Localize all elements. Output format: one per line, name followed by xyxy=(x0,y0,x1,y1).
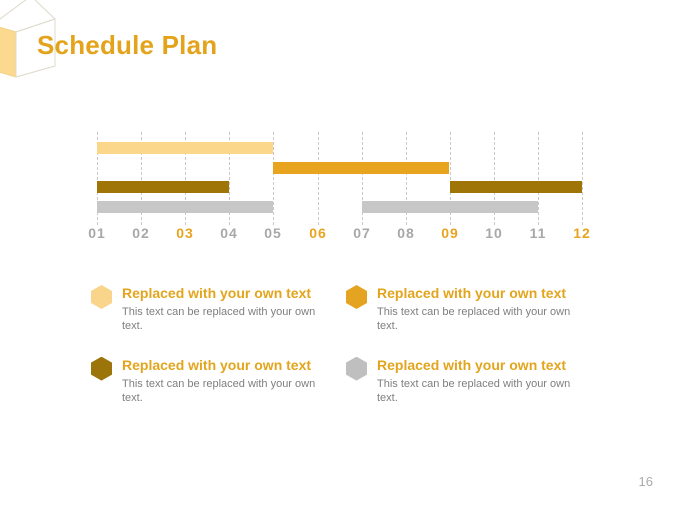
month-tick-04: 04 xyxy=(220,225,238,241)
gantt-bar-phase-4 xyxy=(97,201,273,213)
legend-heading: Replaced with your own text xyxy=(377,285,567,301)
legend-body: This text can be replaced with your own … xyxy=(377,306,571,333)
legend: Replaced with your own text This text can… xyxy=(91,284,601,405)
legend-heading: Replaced with your own text xyxy=(122,285,312,301)
gantt-bar-phase-2 xyxy=(273,162,449,174)
month-tick-01: 01 xyxy=(88,225,106,241)
grid-line xyxy=(362,132,363,225)
legend-text: Replaced with your own text This text can… xyxy=(377,356,575,406)
grid-line xyxy=(229,132,230,225)
gantt-bar-phase-3 xyxy=(450,181,582,193)
legend-item-1: Replaced with your own text This text can… xyxy=(91,284,346,334)
legend-heading: Replaced with your own text xyxy=(377,356,567,373)
month-tick-08: 08 xyxy=(397,225,415,241)
grid-line xyxy=(582,132,583,225)
month-tick-05: 05 xyxy=(264,225,282,241)
gantt-bar-phase-4 xyxy=(362,201,538,213)
gantt-bar-phase-3 xyxy=(97,181,229,193)
month-tick-11: 11 xyxy=(529,225,547,241)
page-title: Schedule Plan xyxy=(37,30,218,60)
gantt-bar-phase-1 xyxy=(97,142,273,154)
grid-line xyxy=(538,132,539,225)
grid-line xyxy=(450,132,451,225)
legend-item-3: Replaced with your own text This text can… xyxy=(91,356,346,406)
hexagon-icon xyxy=(346,356,367,381)
hexagon-icon xyxy=(91,285,112,309)
month-tick-03: 03 xyxy=(176,225,194,241)
grid-line xyxy=(185,132,186,225)
legend-item-2: Replaced with your own text This text can… xyxy=(346,284,601,334)
legend-body: This text can be replaced with your own … xyxy=(122,306,316,333)
grid-line xyxy=(406,132,407,225)
month-tick-10: 10 xyxy=(485,225,503,241)
cube-decoration-icon xyxy=(0,0,56,78)
legend-text: Replaced with your own text This text can… xyxy=(377,284,575,334)
hexagon-icon xyxy=(91,356,112,381)
legend-heading: Replaced with your own text xyxy=(122,356,312,373)
month-tick-06: 06 xyxy=(309,225,327,241)
legend-body: This text can be replaced with your own … xyxy=(377,377,571,404)
month-tick-09: 09 xyxy=(441,225,459,241)
month-tick-12: 12 xyxy=(573,225,591,241)
gantt-chart: 01 02 03 04 05 06 07 08 09 10 11 12 xyxy=(88,132,591,241)
page-number: 16 xyxy=(638,474,653,489)
hexagon-icon xyxy=(346,285,367,309)
cube-right-face xyxy=(15,18,56,78)
grid-line xyxy=(97,132,98,225)
grid-line xyxy=(318,132,319,225)
legend-body: This text can be replaced with your own … xyxy=(122,377,316,404)
grid-line xyxy=(141,132,142,225)
legend-text: Replaced with your own text This text can… xyxy=(122,284,320,334)
month-tick-07: 07 xyxy=(353,225,371,241)
legend-item-4: Replaced with your own text This text can… xyxy=(346,356,601,406)
grid-line xyxy=(494,132,495,225)
grid-line xyxy=(273,132,274,225)
month-tick-02: 02 xyxy=(132,225,150,241)
legend-text: Replaced with your own text This text can… xyxy=(122,356,320,406)
